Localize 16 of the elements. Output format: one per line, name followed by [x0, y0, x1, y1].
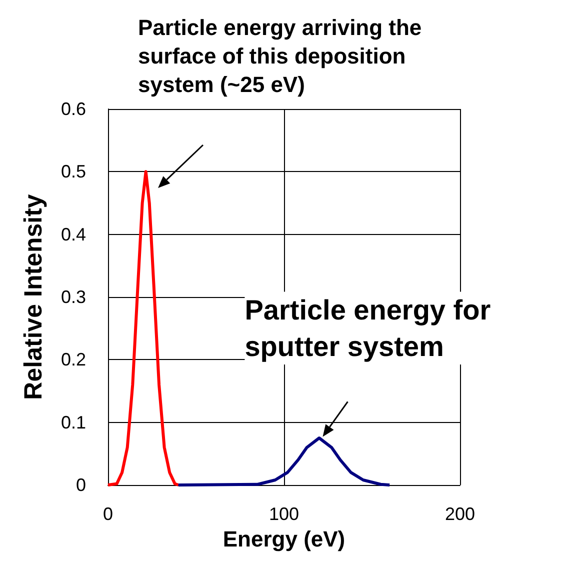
x-axis-title: Energy (eV) [222, 526, 346, 552]
y-tick-label: 0.6 [60, 99, 86, 119]
y-tick-label: 0.4 [60, 224, 86, 244]
x-tick-label: 200 [444, 504, 476, 524]
annotation: Particle energy for sputter system [244, 294, 498, 362]
x-tick-label: 100 [268, 504, 300, 524]
line-series [176, 436, 392, 486]
text: Particle energy arriving the surface of this deposition system (~25 eV) [138, 14, 428, 97]
x-tick-label: 0 [102, 504, 114, 524]
y-tick-label: 0.1 [60, 412, 86, 432]
y-tick-label: 0 [76, 475, 86, 495]
line-series [106, 170, 180, 486]
y-tick-label: 0.2 [60, 350, 86, 370]
y-tick-label: 0.3 [60, 287, 86, 307]
y-tick-label: 0.5 [60, 162, 86, 182]
y-axis-title: Relative Intensity [20, 194, 48, 400]
